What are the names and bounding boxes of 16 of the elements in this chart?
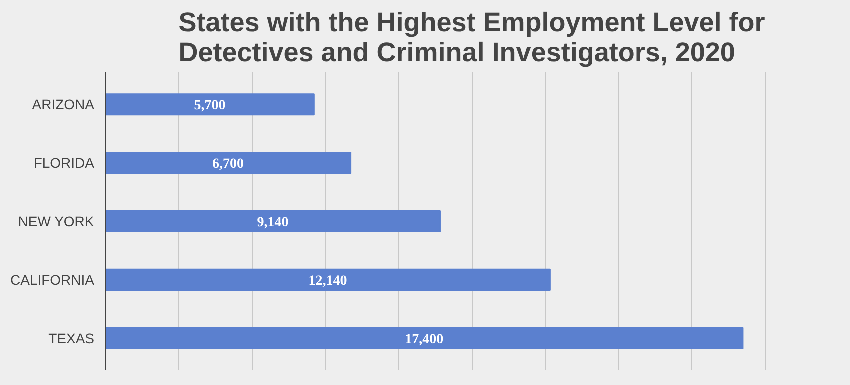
y-tick-label: NEW YORK [18, 214, 95, 230]
data-label: 12,140 [308, 274, 348, 289]
y-tick-label: FLORIDA [34, 155, 96, 172]
y-tick-label: ARIZONA [32, 96, 96, 113]
chart-title: States with the Highest Employment Level for Detectives and Criminal Investigators, 2020 [178, 8, 766, 68]
data-label: 6,700 [212, 157, 244, 172]
y-tick-label: CALIFORNIA [10, 272, 96, 288]
bar [106, 152, 352, 174]
data-label: 9,140 [257, 216, 289, 230]
bar [106, 268, 551, 291]
data-label: 17,400 [405, 332, 444, 348]
bar [106, 210, 441, 233]
bar [106, 327, 744, 350]
bar [106, 94, 315, 116]
y-tick-label: TEXAS [48, 330, 95, 346]
data-label: 5,700 [194, 98, 226, 114]
